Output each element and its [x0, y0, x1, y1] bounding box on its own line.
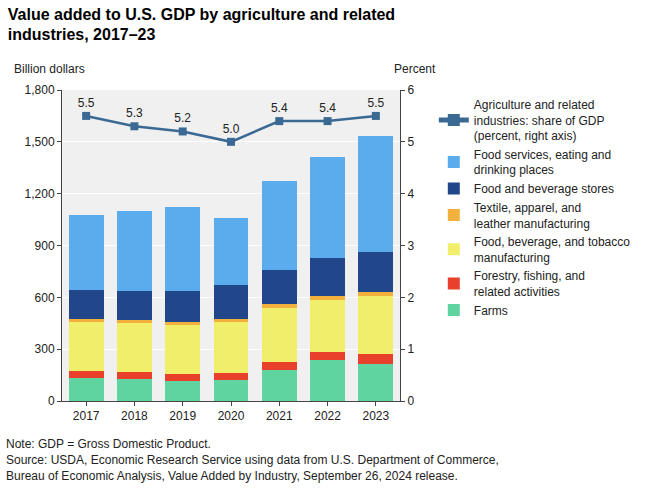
svg-text:Billion dollars: Billion dollars: [14, 62, 85, 76]
svg-text:5.0: 5.0: [223, 122, 240, 136]
svg-text:1,500: 1,500: [25, 135, 55, 149]
svg-text:Food and beverage stores: Food and beverage stores: [474, 182, 614, 196]
svg-text:Food services, eating anddrink: Food services, eating anddrinking places: [474, 148, 611, 178]
svg-text:0: 0: [48, 394, 55, 408]
svg-text:Percent: Percent: [394, 62, 436, 76]
svg-text:2022: 2022: [314, 409, 341, 423]
svg-text:0: 0: [407, 394, 414, 408]
svg-text:Agriculture and relatedindustr: Agriculture and relatedindustries: share…: [474, 98, 605, 143]
svg-text:Food, beverage, and tobaccoman: Food, beverage, and tobaccomanufacturing: [474, 235, 630, 265]
svg-text:5.2: 5.2: [174, 111, 191, 125]
svg-text:2019: 2019: [169, 409, 196, 423]
svg-text:Forestry, fishing, andrelated: Forestry, fishing, andrelated activities: [474, 269, 585, 299]
svg-text:5.5: 5.5: [368, 96, 385, 110]
svg-text:Farms: Farms: [474, 304, 508, 318]
svg-text:2018: 2018: [121, 409, 148, 423]
svg-text:5.5: 5.5: [78, 96, 95, 110]
svg-text:6: 6: [407, 83, 414, 97]
svg-text:600: 600: [35, 291, 55, 305]
svg-text:1,800: 1,800: [25, 83, 55, 97]
svg-text:5.3: 5.3: [126, 106, 143, 120]
svg-text:2021: 2021: [266, 409, 293, 423]
svg-text:2023: 2023: [363, 409, 390, 423]
svg-text:900: 900: [35, 239, 55, 253]
svg-text:Textile, apparel, andleather m: Textile, apparel, andleather manufacturi…: [474, 201, 590, 231]
svg-text:2020: 2020: [218, 409, 245, 423]
svg-text:3: 3: [407, 239, 414, 253]
svg-text:5.4: 5.4: [319, 101, 336, 115]
svg-text:2: 2: [407, 291, 414, 305]
svg-text:5.4: 5.4: [271, 101, 288, 115]
svg-text:Note: GDP = Gross Domestic Pro: Note: GDP = Gross Domestic Product.: [6, 437, 211, 451]
svg-text:Value added to U.S. GDP by agr: Value added to U.S. GDP by agriculture a…: [8, 6, 395, 44]
svg-text:1,200: 1,200: [25, 187, 55, 201]
svg-text:Source: USDA, Economic Researc: Source: USDA, Economic Research Service …: [6, 453, 499, 483]
svg-text:4: 4: [407, 187, 414, 201]
svg-text:300: 300: [35, 342, 55, 356]
svg-text:5: 5: [407, 135, 414, 149]
svg-text:1: 1: [407, 342, 414, 356]
svg-text:2017: 2017: [73, 409, 100, 423]
